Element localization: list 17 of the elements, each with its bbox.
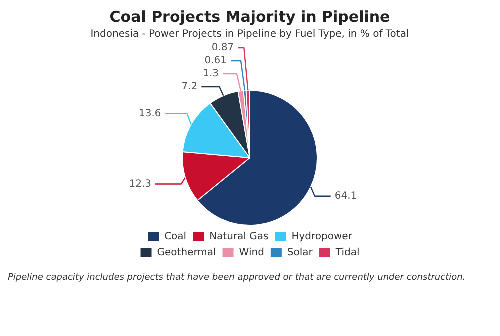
legend-label: Solar bbox=[287, 248, 314, 259]
legend-label: Wind bbox=[239, 248, 264, 259]
data-label: 12.3 bbox=[129, 178, 152, 190]
legend-label: Tidal bbox=[334, 248, 360, 259]
data-label: 1.3 bbox=[203, 68, 219, 80]
data-label: 7.2 bbox=[182, 82, 198, 93]
data-label: 0.87 bbox=[212, 42, 234, 54]
data-label: 13.6 bbox=[139, 108, 162, 120]
chart-title: Coal Projects Majority in Pipeline bbox=[108, 8, 392, 26]
text: Pipeline capacity includes projects that have been approved or that are currently under construction. bbox=[8, 272, 467, 284]
data-label: 0.61 bbox=[204, 56, 228, 67]
chart-subtitle: Indonesia - Power Projects in Pipeline by Fuel Type, in % of Total bbox=[90, 29, 410, 40]
legend-label: Hydropower bbox=[292, 232, 354, 243]
data-label: 64.1 bbox=[334, 190, 358, 202]
legend-label: Natural Gas bbox=[210, 232, 269, 243]
legend-label: Coal bbox=[164, 232, 187, 243]
legend-label: Geothermal bbox=[157, 248, 216, 259]
